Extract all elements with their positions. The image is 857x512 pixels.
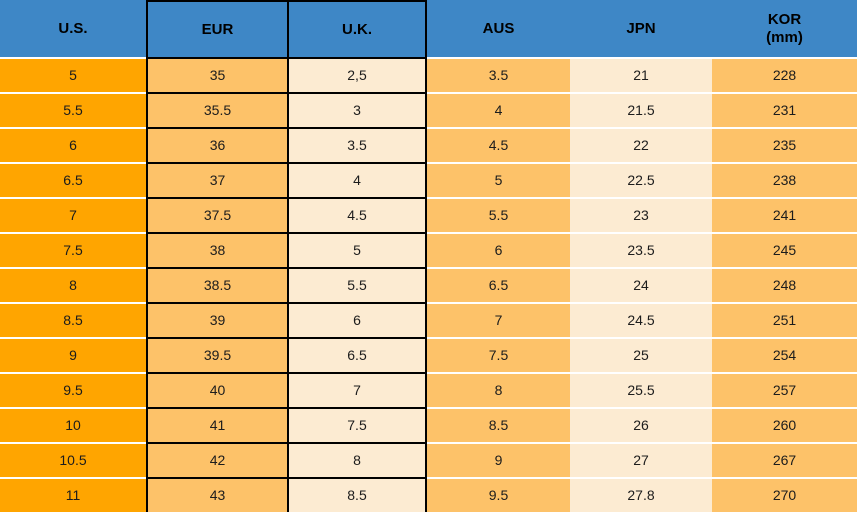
header-label: EUR [201,20,234,38]
table-cell-eur: 38.5 [146,267,287,302]
header-label: U.S. [58,19,88,37]
table-cell-jpn: 23.5 [570,232,712,267]
table-cell-uk: 6.5 [287,337,427,372]
table-cell-kor: 254 [712,337,857,372]
table-cell-uk: 7 [287,372,427,407]
table-cell-eur: 36 [146,127,287,162]
table-cell-kor: 248 [712,267,857,302]
table-cell-aus: 9 [427,442,570,477]
table-cell-aus: 7.5 [427,337,570,372]
table-cell-us: 7.5 [0,232,146,267]
table-cell-us: 5.5 [0,92,146,127]
table-cell-aus: 7 [427,302,570,337]
table-cell-jpn: 25.5 [570,372,712,407]
table-cell-eur: 35 [146,57,287,92]
table-cell-aus: 8.5 [427,407,570,442]
table-cell-jpn: 23 [570,197,712,232]
table-cell-aus: 6 [427,232,570,267]
table-cell-aus: 4 [427,92,570,127]
table-cell-uk: 3 [287,92,427,127]
table-cell-aus: 8 [427,372,570,407]
table-cell-eur: 39 [146,302,287,337]
table-cell-aus: 5.5 [427,197,570,232]
table-cell-eur: 39.5 [146,337,287,372]
table-cell-us: 10 [0,407,146,442]
table-cell-jpn: 22 [570,127,712,162]
table-cell-us: 8.5 [0,302,146,337]
table-cell-uk: 2,5 [287,57,427,92]
table-cell-kor: 231 [712,92,857,127]
header-label: KOR [767,11,802,29]
table-cell-kor: 245 [712,232,857,267]
header-cell-aus: AUS [427,0,570,57]
table-cell-kor: 267 [712,442,857,477]
table-cell-jpn: 26 [570,407,712,442]
table-cell-kor: 228 [712,57,857,92]
table-cell-uk: 5.5 [287,267,427,302]
table-cell-us: 9.5 [0,372,146,407]
table-cell-us: 8 [0,267,146,302]
table-cell-us: 7 [0,197,146,232]
table-cell-aus: 6.5 [427,267,570,302]
header-cell-eur: EUR [146,0,287,57]
table-cell-uk: 8.5 [287,477,427,512]
table-cell-uk: 6 [287,302,427,337]
header-sublabel: (mm) [766,28,803,46]
table-cell-eur: 40 [146,372,287,407]
table-cell-uk: 4.5 [287,197,427,232]
table-cell-eur: 37 [146,162,287,197]
table-cell-jpn: 24 [570,267,712,302]
table-cell-uk: 5 [287,232,427,267]
table-cell-eur: 38 [146,232,287,267]
table-cell-kor: 235 [712,127,857,162]
header-label: U.K. [342,20,372,38]
table-cell-kor: 241 [712,197,857,232]
table-cell-jpn: 27.8 [570,477,712,512]
header-label: JPN [626,19,656,37]
table-cell-uk: 3.5 [287,127,427,162]
table-cell-aus: 9.5 [427,477,570,512]
table-cell-us: 6.5 [0,162,146,197]
table-cell-uk: 8 [287,442,427,477]
table-cell-eur: 37.5 [146,197,287,232]
table-cell-jpn: 27 [570,442,712,477]
table-cell-kor: 251 [712,302,857,337]
table-cell-us: 6 [0,127,146,162]
table-cell-kor: 270 [712,477,857,512]
table-cell-us: 9 [0,337,146,372]
table-cell-aus: 5 [427,162,570,197]
table-cell-jpn: 24.5 [570,302,712,337]
table-cell-jpn: 21.5 [570,92,712,127]
table-cell-jpn: 25 [570,337,712,372]
header-cell-uk: U.K. [287,0,427,57]
table-cell-kor: 257 [712,372,857,407]
table-cell-jpn: 22.5 [570,162,712,197]
table-cell-kor: 238 [712,162,857,197]
table-cell-aus: 4.5 [427,127,570,162]
table-cell-us: 10.5 [0,442,146,477]
header-cell-jpn: JPN [570,0,712,57]
table-cell-uk: 4 [287,162,427,197]
header-cell-us: U.S. [0,0,146,57]
header-cell-kor: KOR (mm) [712,0,857,57]
table-cell-uk: 7.5 [287,407,427,442]
header-label: AUS [482,19,515,37]
table-cell-jpn: 21 [570,57,712,92]
table-cell-eur: 42 [146,442,287,477]
table-cell-us: 11 [0,477,146,512]
table-cell-aus: 3.5 [427,57,570,92]
table-cell-eur: 41 [146,407,287,442]
table-cell-eur: 35.5 [146,92,287,127]
table-cell-kor: 260 [712,407,857,442]
table-cell-us: 5 [0,57,146,92]
table-cell-eur: 43 [146,477,287,512]
